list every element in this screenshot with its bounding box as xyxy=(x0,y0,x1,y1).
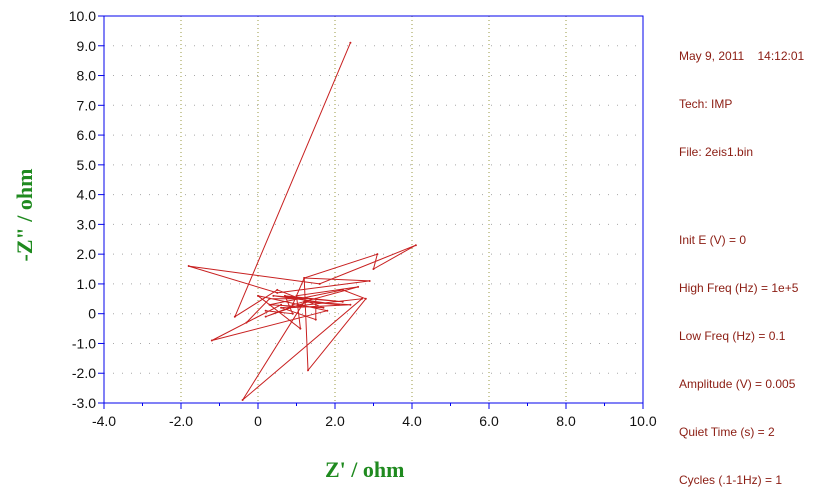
data-point xyxy=(264,309,267,312)
data-point xyxy=(349,303,352,306)
y-tick-label: 8.0 xyxy=(77,68,97,84)
data-point xyxy=(349,41,352,44)
y-tick-label: 1.0 xyxy=(77,276,97,292)
data-point xyxy=(376,253,379,256)
y-tick-label: -3.0 xyxy=(72,395,96,411)
data-point xyxy=(341,300,344,303)
y-axis-title: -Z" / ohm xyxy=(12,168,37,262)
data-point xyxy=(303,300,306,303)
x-tick-label: 8.0 xyxy=(556,413,576,429)
y-tick-label: 6.0 xyxy=(77,127,97,143)
data-point xyxy=(276,288,279,291)
y-tick-label: 0 xyxy=(88,306,96,322)
info-param-init-e: Init E (V) = 0 xyxy=(679,233,747,247)
data-point xyxy=(295,294,298,297)
data-point xyxy=(414,244,417,247)
data-point xyxy=(326,309,329,312)
experiment-info-panel: May 9, 2011 14:12:01 Tech: IMP File: 2ei… xyxy=(679,16,804,504)
data-point xyxy=(280,306,283,309)
y-tick-label: 3.0 xyxy=(77,216,97,232)
x-tick-label: 0 xyxy=(254,413,262,429)
info-technique: Tech: IMP xyxy=(679,97,733,111)
data-point xyxy=(291,312,294,315)
info-param-quiet-time: Quiet Time (s) = 2 xyxy=(679,425,775,439)
data-point xyxy=(241,399,244,402)
x-tick-label: 6.0 xyxy=(479,413,499,429)
y-tick-label: -2.0 xyxy=(72,365,96,381)
info-param-amplitude: Amplitude (V) = 0.005 xyxy=(679,377,796,391)
x-tick-label: 4.0 xyxy=(402,413,422,429)
info-param-low-freq: Low Freq (Hz) = 0.1 xyxy=(679,329,786,343)
x-axis-title: Z' / ohm xyxy=(325,457,405,482)
data-point xyxy=(187,265,190,268)
x-tick-label: -2.0 xyxy=(169,413,193,429)
data-point xyxy=(318,282,321,285)
data-point xyxy=(322,306,325,309)
data-point xyxy=(276,291,279,294)
data-point xyxy=(360,297,363,300)
data-point xyxy=(268,303,271,306)
impedance-series-line xyxy=(188,42,417,401)
data-point xyxy=(307,300,310,303)
y-tick-label: 9.0 xyxy=(77,38,97,54)
y-tick-label: -1.0 xyxy=(72,335,96,351)
data-point xyxy=(357,285,360,288)
data-point xyxy=(372,268,375,271)
data-point xyxy=(303,276,306,279)
y-tick-label: 10.0 xyxy=(69,8,96,24)
info-file: File: 2eis1.bin xyxy=(679,145,754,159)
data-point xyxy=(268,297,271,300)
data-point xyxy=(210,339,213,342)
info-param-cycles: Cycles (.1-1Hz) = 1 xyxy=(679,473,783,487)
x-tick-label: -4.0 xyxy=(92,413,116,429)
data-point xyxy=(368,279,371,282)
data-point xyxy=(264,315,267,318)
data-point xyxy=(287,306,290,309)
data-point xyxy=(283,294,286,297)
x-tick-label: 2.0 xyxy=(325,413,345,429)
data-point xyxy=(272,294,275,297)
data-point xyxy=(291,303,294,306)
data-point xyxy=(337,303,340,306)
data-point xyxy=(245,321,248,324)
data-point xyxy=(233,315,236,318)
info-param-high-freq: High Freq (Hz) = 1e+5 xyxy=(679,281,799,295)
nyquist-plot: -4.0 -2.0 0 2.0 4.0 6.0 8.0 10.0 -3.0 -2.0 -1.0 0 1.… xyxy=(69,8,657,429)
data-point xyxy=(314,297,317,300)
y-tick-label: 5.0 xyxy=(77,157,97,173)
data-point xyxy=(307,369,310,372)
data-point xyxy=(299,327,302,330)
x-tick-label: 10.0 xyxy=(629,413,656,429)
y-tick-label: 4.0 xyxy=(77,187,97,203)
y-tick-label: 2.0 xyxy=(77,246,97,262)
data-point xyxy=(341,288,344,291)
data-point xyxy=(257,294,259,297)
data-point xyxy=(364,297,367,300)
data-point xyxy=(314,318,317,321)
y-tick-label: 7.0 xyxy=(77,97,97,113)
data-point xyxy=(280,303,283,306)
plot-frame xyxy=(103,15,644,404)
info-date-time: May 9, 2011 14:12:01 xyxy=(679,49,805,63)
